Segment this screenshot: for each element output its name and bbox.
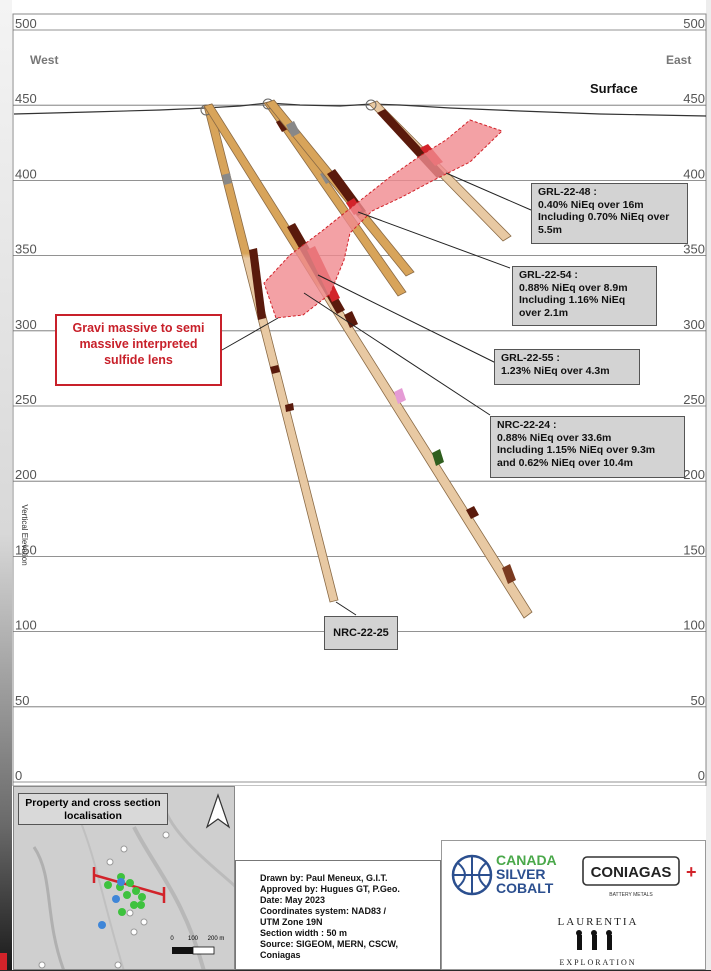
company-logos: CANADA SILVER COBALT CONIAGAS + BATTERY … — [441, 840, 706, 970]
svg-text:CANADA: CANADA — [496, 852, 557, 868]
canada-silver-cobalt-logo: CANADA SILVER COBALT — [451, 852, 557, 896]
explorers-icon — [576, 930, 612, 950]
tick-label-left-300: 300 — [15, 317, 37, 332]
svg-text:0: 0 — [170, 936, 174, 942]
tick-label-right-0: 0 — [698, 768, 705, 783]
tick-label-left-250: 250 — [15, 392, 37, 407]
svg-text:LAURENTIA: LAURENTIA — [558, 916, 639, 928]
tick-label-left-200: 200 — [15, 467, 37, 482]
svg-text:+: + — [686, 862, 697, 882]
tick-label-right-400: 400 — [683, 166, 705, 181]
callout-grl-22-55: GRL-22-55 : 1.23% NiEq over 4.3m — [494, 349, 640, 385]
west-label: West — [30, 53, 58, 67]
interpreted-sulfide-lens — [263, 119, 503, 319]
tick-label-right-200: 200 — [683, 467, 705, 482]
svg-text:100: 100 — [188, 936, 199, 942]
tick-label-left-150: 150 — [15, 542, 37, 557]
surface-label: Surface — [590, 81, 638, 96]
drill-collars — [38, 831, 170, 969]
inset-map-graphic: 0 100 200 m — [32, 793, 234, 969]
tick-label-left-50: 50 — [15, 693, 29, 708]
callout-nrc-22-24: NRC-22-24 : 0.88% NiEq over 33.6m Includ… — [490, 416, 685, 478]
tick-label-left-100: 100 — [15, 618, 37, 633]
scale-bar: 0 100 200 m — [170, 936, 225, 955]
topography-surface — [13, 102, 707, 117]
svg-text:200 m: 200 m — [208, 936, 225, 942]
viewer-left-edge — [0, 0, 12, 970]
tick-label-right-500: 500 — [683, 16, 705, 31]
location-inset-map: Property and cross section localisation — [13, 786, 235, 970]
y-axis-label: Vertical Elevation — [20, 504, 29, 565]
section-border — [12, 13, 707, 786]
elevation-gridlines — [12, 13, 707, 786]
viewer-corner-mark — [0, 953, 7, 970]
tick-label-right-50: 50 — [691, 693, 705, 708]
tick-label-right-350: 350 — [683, 242, 705, 257]
tick-label-left-400: 400 — [15, 166, 37, 181]
map-notes: Drawn by: Paul Meneux, G.I.T. Approved b… — [235, 860, 441, 970]
inset-title: Property and cross section localisation — [18, 793, 168, 825]
tick-label-right-450: 450 — [683, 91, 705, 106]
tick-label-right-250: 250 — [683, 392, 705, 407]
callout-nrc-22-25: NRC-22-25 — [324, 616, 398, 650]
svg-text:SILVER: SILVER — [496, 866, 546, 882]
callout-grl-22-48: GRL-22-48 : 0.40% NiEq over 16m Includin… — [531, 183, 688, 244]
tick-label-right-150: 150 — [683, 542, 705, 557]
svg-text:COBALT: COBALT — [496, 880, 554, 896]
viewer-right-edge — [706, 0, 711, 970]
svg-text:BATTERY METALS: BATTERY METALS — [609, 892, 653, 898]
svg-text:CONIAGAS: CONIAGAS — [591, 864, 672, 881]
svg-text:EXPLORATION: EXPLORATION — [559, 958, 636, 967]
tick-label-left-350: 350 — [15, 242, 37, 257]
north-arrow-icon — [205, 793, 231, 829]
tick-label-right-300: 300 — [683, 317, 705, 332]
tick-label-right-100: 100 — [683, 618, 705, 633]
callout-leaders — [221, 172, 532, 616]
tick-label-left-450: 450 — [15, 91, 37, 106]
tick-label-left-500: 500 — [15, 16, 37, 31]
callout-gravi-lens: Gravi massive to semi massive interprete… — [55, 314, 222, 386]
east-label: East — [666, 53, 691, 67]
title-block: Property and cross section localisation — [13, 786, 706, 970]
tick-label-left-0: 0 — [15, 768, 22, 783]
laurentia-logo: LAURENTIA EXPLORATION — [558, 916, 639, 967]
callout-grl-22-54: GRL-22-54 : 0.88% NiEq over 8.9m Includi… — [512, 266, 657, 326]
coniagas-logo: CONIAGAS + BATTERY METALS — [582, 856, 697, 898]
